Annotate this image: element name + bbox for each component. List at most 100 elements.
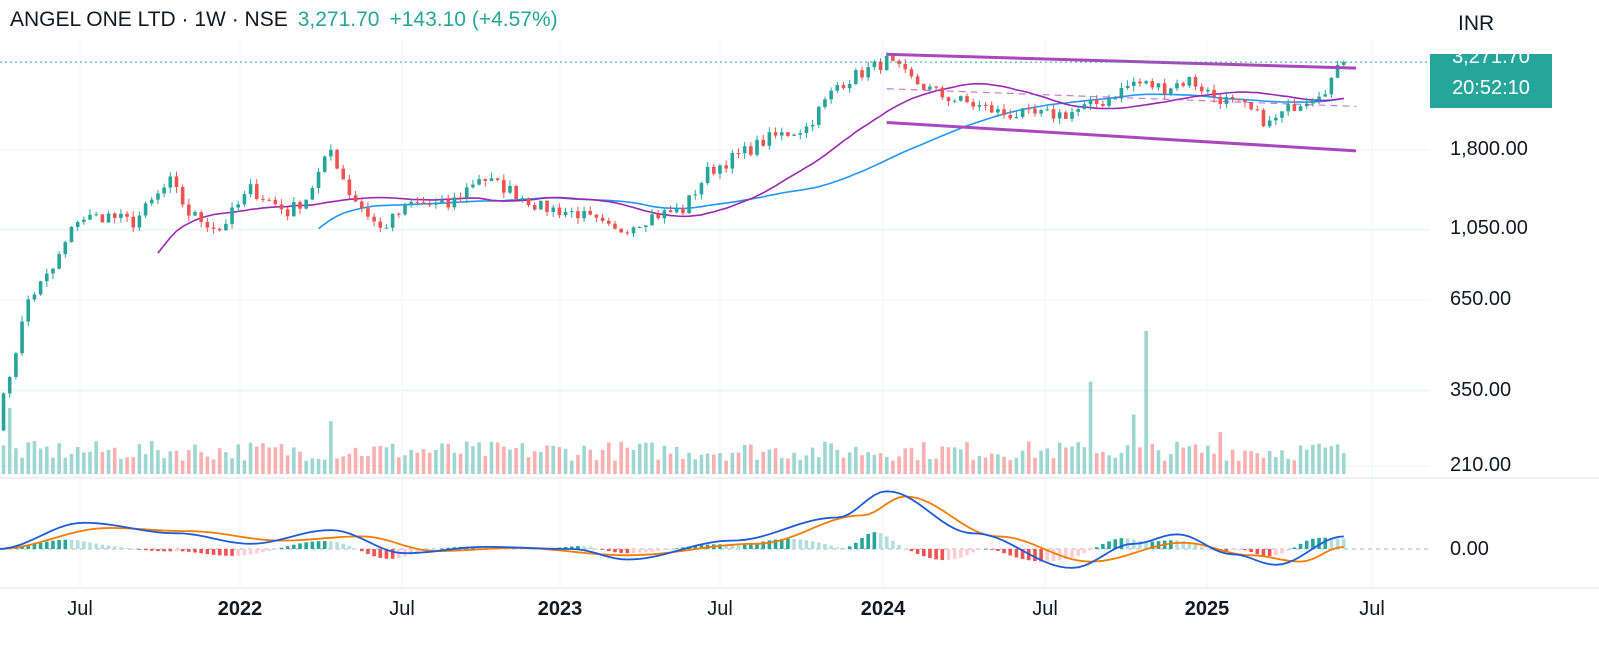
candle-down (366, 208, 370, 217)
volume-bar (532, 451, 537, 474)
volume-bar (1057, 442, 1062, 474)
macd-histogram-bar (656, 549, 661, 551)
macd-histogram-bar (921, 549, 926, 557)
volume-bar (637, 443, 642, 474)
macd-histogram-bar (180, 549, 185, 552)
macd-histogram-bar (816, 542, 821, 549)
trend-channel[interactable] (886, 52, 1357, 153)
candle-up (1, 393, 6, 431)
volume-bar (662, 445, 667, 474)
macd-histogram-bar (1329, 537, 1334, 549)
volume-bar (310, 458, 315, 474)
volume-bar (372, 446, 376, 474)
macd-histogram-bar (131, 548, 136, 550)
volume-bar (1026, 441, 1031, 474)
macd-histogram-bar (946, 549, 951, 560)
macd-histogram-bar (1039, 549, 1043, 562)
macd-histogram-bar (792, 538, 796, 549)
bar-countdown: 20:52:10 (1452, 77, 1530, 99)
channel-mid-line (886, 88, 1357, 108)
candle-up (304, 199, 308, 209)
macd-histogram-bar (440, 548, 444, 550)
candle-down (934, 86, 938, 88)
volume-bar (619, 441, 623, 474)
volume-bar (162, 458, 166, 474)
candle-up (384, 227, 389, 229)
macd-histogram-bar (786, 538, 790, 549)
candle-down (483, 179, 488, 181)
macd-histogram-bar (1002, 549, 1006, 554)
volume-bar (761, 452, 766, 474)
candle-down (1261, 109, 1266, 127)
candle-down (1101, 103, 1105, 106)
macd-histogram-bar (112, 546, 117, 549)
volume-bar (156, 450, 160, 474)
candle-down (1162, 83, 1167, 95)
macd-histogram-bar (1070, 549, 1074, 558)
candle-down (613, 223, 617, 229)
volume-bar (353, 447, 358, 474)
volume-bar (384, 447, 389, 474)
macd-histogram-bar (644, 549, 648, 553)
macd-histogram-bar (829, 545, 833, 549)
candle-down (261, 198, 265, 200)
volume-bar (1187, 446, 1192, 474)
price-axis-tick: 350.00 (1450, 378, 1512, 401)
macd-histogram-bar (847, 546, 852, 549)
volume-bar (545, 445, 549, 474)
volume-bar (681, 459, 685, 474)
volume-bar (514, 447, 518, 474)
volume-bar (656, 459, 661, 474)
candle-up (742, 146, 747, 154)
candle-up (539, 200, 543, 210)
volume-bar (607, 442, 611, 474)
macd-histogram-bar (860, 537, 864, 549)
candle-up (471, 184, 475, 188)
candle-down (921, 84, 926, 90)
volume-bar (1131, 414, 1136, 474)
candle-down (656, 214, 661, 219)
volume-bar (755, 459, 759, 474)
volume-bar (254, 446, 259, 474)
candle-up (143, 203, 148, 216)
candle-up (69, 227, 74, 243)
candle-up (792, 134, 796, 136)
candle-down (353, 195, 358, 202)
volume-bar (341, 456, 346, 474)
volume-bar (1224, 460, 1229, 474)
price-change: +143.10 (389, 8, 466, 31)
last-price-badge: 3,271.70 20:52:10 (1430, 54, 1552, 108)
candle-up (637, 227, 642, 229)
candle-up (106, 213, 111, 223)
candle-up (88, 214, 92, 220)
candle-down (359, 201, 364, 209)
macd-histogram-bar (909, 549, 914, 552)
macd-histogram-bar (804, 540, 809, 549)
volume-bar (193, 444, 197, 474)
volume-bar (217, 448, 222, 474)
macd-histogram-bar (1014, 549, 1019, 558)
macd-histogram-bar (119, 547, 123, 549)
macd-histogram-bar (693, 545, 698, 549)
candle-down (1230, 97, 1235, 99)
volume-bar (674, 446, 679, 474)
macd-histogram-bar (934, 549, 938, 560)
candle-up (75, 221, 80, 228)
currency-label[interactable]: INR (1458, 12, 1495, 35)
macd-histogram-bar (88, 542, 92, 549)
volume-bar (582, 445, 586, 474)
candle-down (1236, 98, 1241, 100)
candle-up (236, 204, 241, 208)
volume-bar (464, 441, 469, 474)
candle-down (1051, 109, 1056, 119)
macd-histogram-bar (1224, 549, 1229, 552)
macd-histogram-bar (940, 549, 945, 561)
macd-histogram-bar (576, 546, 580, 549)
candle-up (693, 194, 698, 196)
volume-bar (230, 458, 234, 474)
price-axis-tick: 1,050.00 (1450, 217, 1528, 240)
badge-price: 3,271.70 (1452, 54, 1530, 68)
volume-bar (304, 460, 308, 474)
candle-down (1002, 109, 1006, 115)
